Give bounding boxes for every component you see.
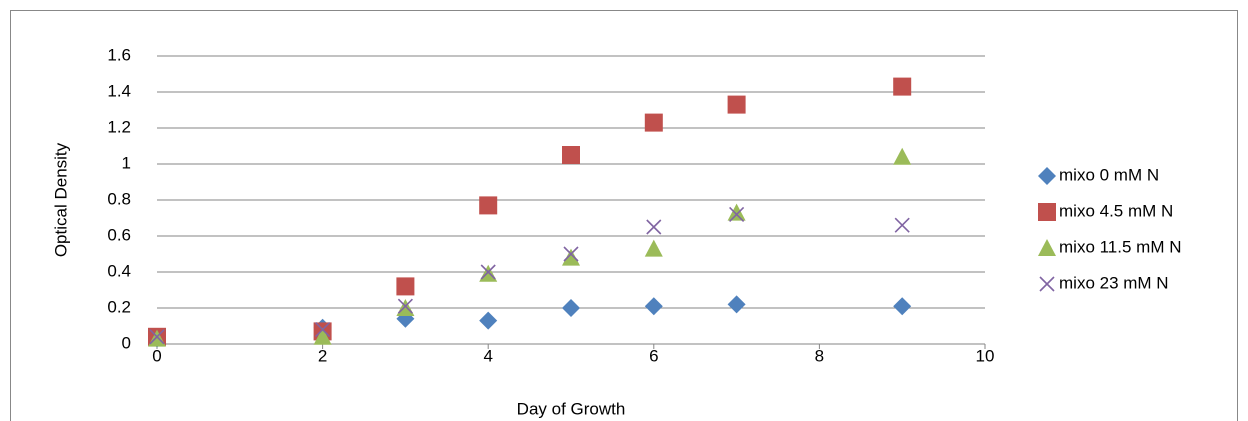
- marker: [315, 322, 331, 338]
- legend-label: mixo 23 mM N: [1059, 273, 1169, 292]
- marker: [397, 298, 413, 314]
- y-tick-label: 1: [122, 153, 131, 172]
- marker: [396, 277, 415, 296]
- legend-label: mixo 0 mM N: [1059, 165, 1159, 184]
- marker: [563, 246, 579, 262]
- y-tick-label: 0.4: [107, 261, 131, 280]
- x-tick-label: 2: [318, 346, 327, 365]
- marker: [727, 295, 746, 314]
- marker: [727, 203, 746, 221]
- marker: [894, 217, 910, 233]
- legend-marker: [1039, 276, 1055, 292]
- x-tick-label: 8: [815, 346, 824, 365]
- y-tick-label: 0.8: [107, 189, 131, 208]
- y-tick-label: 0.6: [107, 225, 131, 244]
- legend-marker: [1038, 167, 1056, 185]
- marker: [479, 196, 498, 215]
- x-tick-label: 0: [152, 346, 161, 365]
- marker: [727, 95, 746, 114]
- marker: [562, 299, 580, 317]
- y-tick-label: 1.6: [107, 45, 131, 64]
- x-tick-label: 6: [649, 346, 658, 365]
- marker: [893, 147, 912, 165]
- y-tick-label: 0.2: [107, 297, 131, 316]
- marker: [644, 297, 663, 316]
- x-tick-label: 10: [976, 346, 995, 365]
- marker: [644, 113, 663, 132]
- legend-marker: [1038, 239, 1056, 256]
- marker: [646, 219, 662, 235]
- x-axis-title: Day of Growth: [517, 399, 626, 418]
- marker: [562, 248, 580, 266]
- marker: [893, 77, 912, 96]
- marker: [644, 239, 663, 257]
- y-tick-label: 0: [122, 333, 131, 352]
- marker: [729, 206, 745, 222]
- marker: [480, 264, 496, 280]
- marker: [479, 311, 498, 330]
- legend-label: mixo 11.5 mM N: [1059, 237, 1182, 256]
- legend-marker: [1038, 203, 1056, 221]
- chart-border: [10, 10, 1238, 421]
- y-tick-label: 1.4: [107, 81, 131, 100]
- y-axis-title: Optical Density: [51, 142, 70, 257]
- y-tick-label: 1.2: [107, 117, 131, 136]
- legend-label: mixo 4.5 mM N: [1059, 201, 1173, 220]
- marker: [893, 297, 912, 316]
- marker: [313, 327, 332, 345]
- x-tick-label: 4: [483, 346, 492, 365]
- marker: [562, 146, 580, 164]
- marker: [149, 329, 165, 345]
